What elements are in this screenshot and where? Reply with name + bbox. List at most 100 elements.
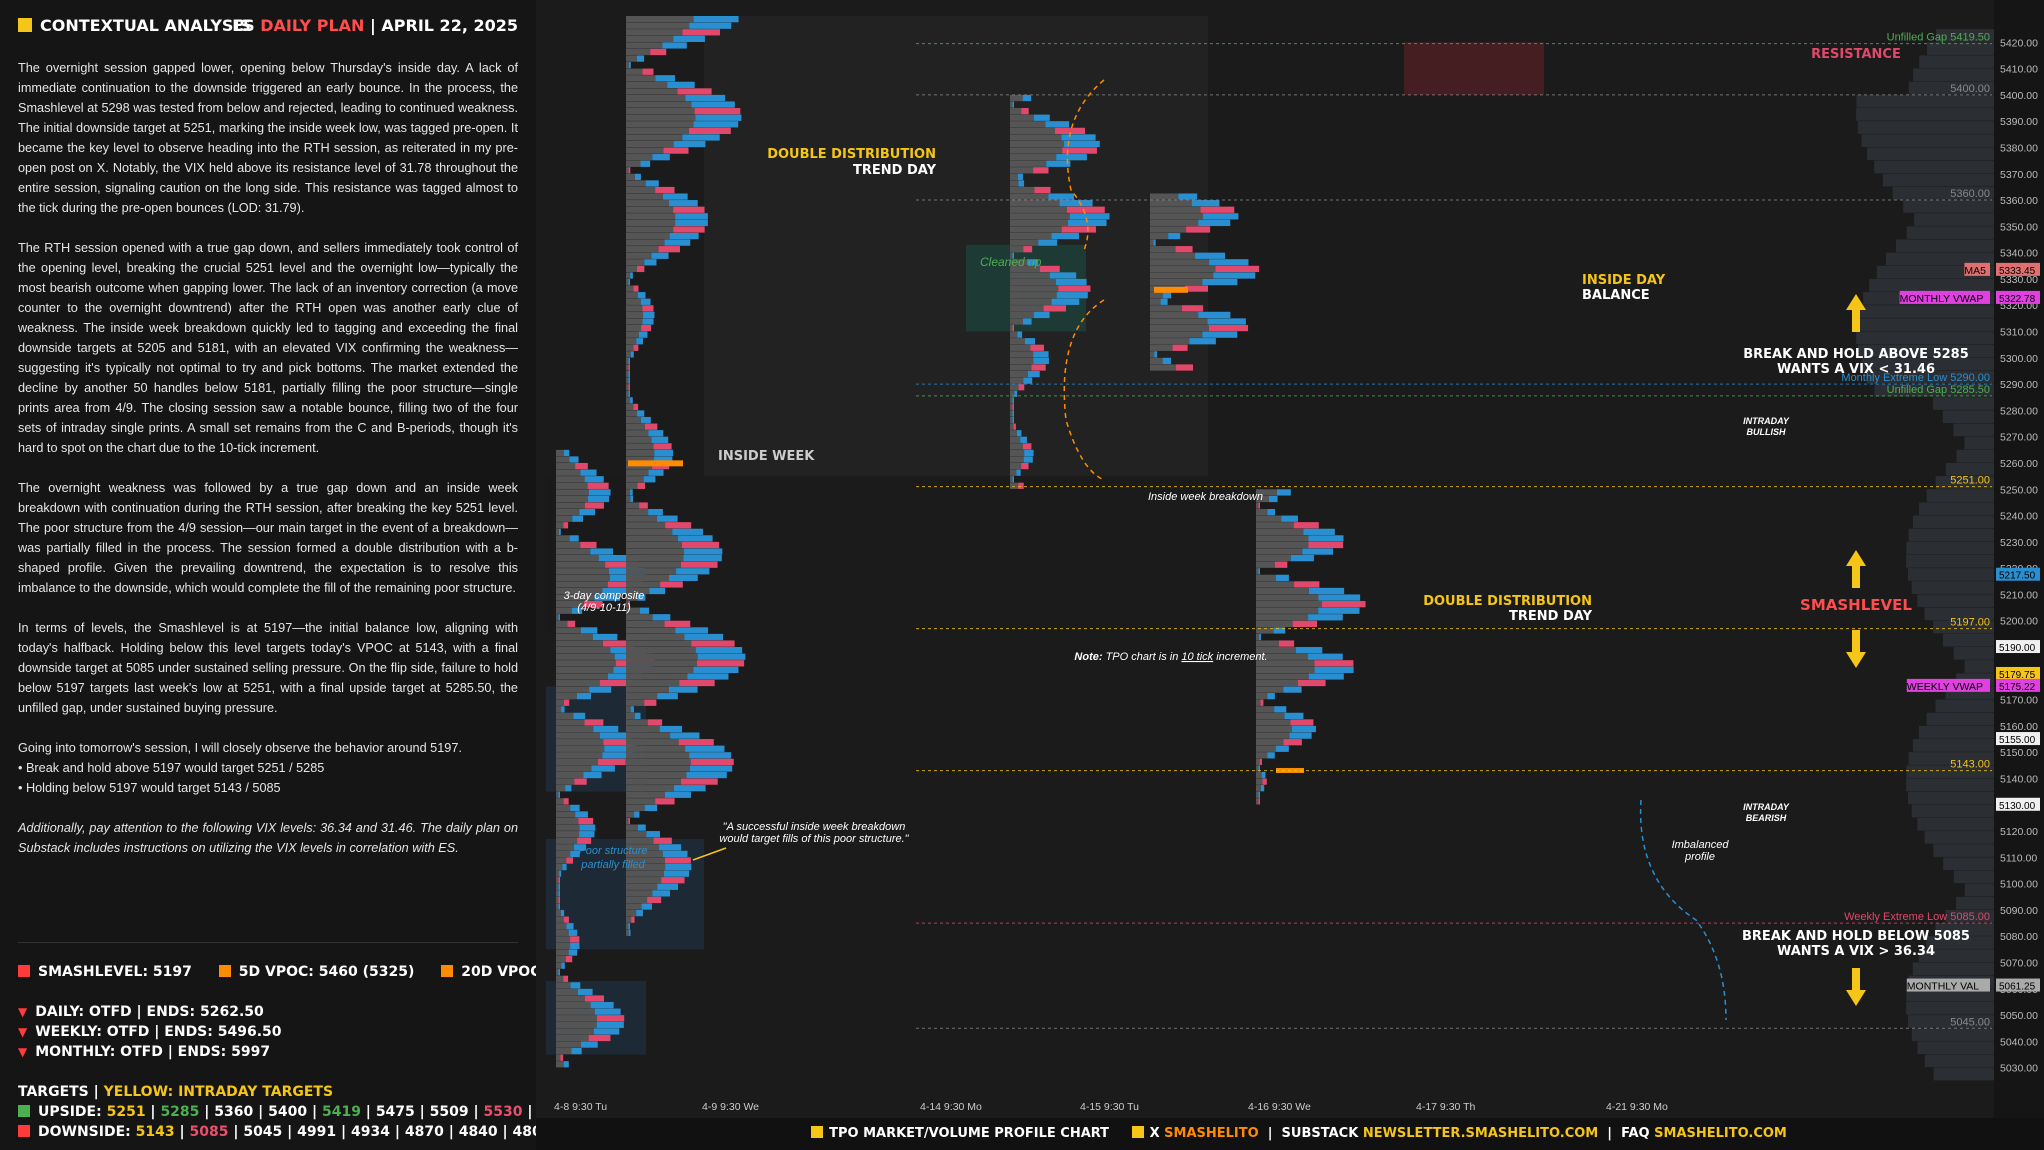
volume-bar xyxy=(1917,817,2006,831)
tpo-bar xyxy=(556,620,568,628)
tpo-bar xyxy=(644,699,657,706)
tpo-bar xyxy=(626,771,687,779)
y-tick-label: 5140.00 xyxy=(2000,773,2038,785)
tpo-bar xyxy=(1321,601,1366,608)
square-icon xyxy=(811,1126,824,1138)
tpo-bar xyxy=(1318,594,1361,601)
tpo-bar xyxy=(634,173,641,181)
tpo-bar xyxy=(1056,154,1087,161)
price-tag-name-bg xyxy=(1906,978,1990,992)
tpo-bar xyxy=(683,548,723,555)
volume-bar xyxy=(1869,278,2006,292)
faq-link[interactable]: SMASHELITO.COM xyxy=(1654,1126,1787,1141)
tpo-bar xyxy=(556,936,571,943)
tpo-bar xyxy=(656,515,678,522)
tpo-bar xyxy=(626,397,631,404)
y-tick-label: 5290.00 xyxy=(2000,379,2038,391)
tpo-bar xyxy=(1150,265,1216,273)
tpo-bar xyxy=(1256,679,1298,687)
tpo-bar xyxy=(1274,561,1288,568)
tpo-bar xyxy=(626,903,642,910)
tpo-bar xyxy=(1258,568,1260,575)
tpo-bar xyxy=(1150,344,1173,351)
tpo-bar xyxy=(1010,482,1019,489)
upside-row: UPSIDE: 5251 | 5285 | 5360 | 5400 | 5419… xyxy=(18,1104,576,1120)
tpo-bar xyxy=(1051,298,1080,305)
tpo-bar xyxy=(626,568,677,575)
price-tag-value: 5217.50 xyxy=(1999,571,2036,582)
tpo-bar xyxy=(556,916,564,923)
tpo-bar xyxy=(1054,127,1085,135)
tpo-bar xyxy=(1168,232,1181,240)
tpo-bar xyxy=(626,890,653,897)
tpo-bar xyxy=(626,121,694,128)
tpo-bar xyxy=(556,666,614,674)
target-value: 5045 xyxy=(243,1124,283,1140)
tpo-bar xyxy=(556,489,589,496)
tpo-bar xyxy=(563,975,569,982)
tpo-bar xyxy=(1022,94,1032,102)
volume-bar xyxy=(1867,147,2006,161)
tpo-bar xyxy=(652,614,671,621)
tpo-bar xyxy=(626,154,653,161)
tpo-bar xyxy=(626,140,674,148)
tpo-bar xyxy=(607,673,643,680)
price-tag xyxy=(1996,797,2040,811)
y-tick-label: 5240.00 xyxy=(2000,511,2038,523)
tpo-bar xyxy=(628,62,631,69)
footer-faq: FAQ xyxy=(1621,1126,1650,1141)
target-value: 5530 xyxy=(483,1104,523,1120)
tpo-bar xyxy=(672,528,704,535)
tpo-bar xyxy=(665,522,692,529)
volume-bar xyxy=(1856,331,2006,345)
downside-row: DOWNSIDE: 5143 | 5085 | 5045 | 4991 | 49… xyxy=(18,1124,552,1140)
y-tick-label: 5380.00 xyxy=(2000,142,2038,154)
tpo-bar xyxy=(1020,436,1027,443)
tpo-bar xyxy=(1010,160,1047,167)
y-tick-label: 5410.00 xyxy=(2000,64,2038,76)
tpo-bar xyxy=(584,719,604,726)
tpo-bar xyxy=(556,745,605,752)
tpo-bar xyxy=(1256,785,1261,792)
tpo-bar xyxy=(1178,193,1198,200)
tpo-bar xyxy=(630,495,634,503)
tpo-bar xyxy=(1256,712,1285,720)
y-tick-label: 5230.00 xyxy=(2000,537,2038,549)
tpo-bar xyxy=(679,679,715,687)
tpo-bar xyxy=(675,213,708,220)
tpo-bar xyxy=(626,673,688,680)
volume-bar xyxy=(1906,988,2006,1002)
target-value: 4991 xyxy=(297,1124,337,1140)
substack-link[interactable]: NEWSLETTER.SMASHELITO.COM xyxy=(1362,1126,1599,1141)
y-tick-label: 5210.00 xyxy=(2000,589,2038,601)
volume-bar xyxy=(1874,384,2006,397)
tpo-bar xyxy=(1033,351,1049,358)
volume-bar xyxy=(1907,568,2006,581)
tpo-bar xyxy=(687,673,729,680)
y-tick-label: 5160.00 xyxy=(2000,721,2038,733)
tpo-bar xyxy=(649,587,666,595)
tpo-bar xyxy=(665,863,692,871)
tpo-bar xyxy=(661,877,685,884)
volume-bar xyxy=(1874,160,2006,174)
tpo-bar xyxy=(653,443,672,450)
tpo-bar xyxy=(1017,173,1023,181)
tpo-bar xyxy=(594,1008,621,1015)
footer-x-handle[interactable]: SMASHELITO xyxy=(1164,1126,1259,1141)
tpo-bar xyxy=(579,824,596,831)
tpo-bar xyxy=(648,430,664,437)
tpo-bar xyxy=(556,791,559,798)
tpo-bar xyxy=(607,581,643,588)
tpo-bar xyxy=(556,673,608,680)
tpo-bar xyxy=(558,528,561,535)
tpo-bar xyxy=(1283,739,1302,746)
tpo-bar xyxy=(626,653,698,660)
tpo-bar xyxy=(626,725,660,733)
target-value: 5085 xyxy=(189,1124,229,1140)
tpo-bar xyxy=(637,265,645,273)
tpo-bar xyxy=(1010,351,1034,358)
price-tag-name: MONTHLY VAL xyxy=(1907,981,1980,993)
tpo-bar xyxy=(682,29,720,36)
y-tick-label: 5120.00 xyxy=(2000,826,2038,838)
footer-x: X xyxy=(1149,1126,1160,1141)
